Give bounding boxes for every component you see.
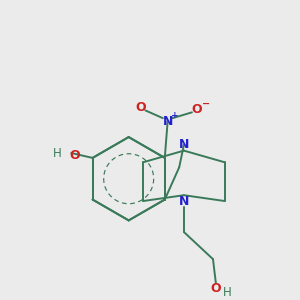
Text: O: O	[211, 282, 221, 295]
Text: −: −	[202, 99, 211, 109]
Text: N: N	[179, 138, 189, 151]
Text: +: +	[171, 111, 178, 120]
Text: N: N	[163, 115, 173, 128]
Text: O: O	[191, 103, 202, 116]
Text: H: H	[223, 286, 232, 298]
Text: H: H	[53, 146, 62, 160]
Text: N: N	[179, 194, 189, 208]
Text: O: O	[70, 149, 80, 163]
Text: O: O	[135, 101, 146, 114]
